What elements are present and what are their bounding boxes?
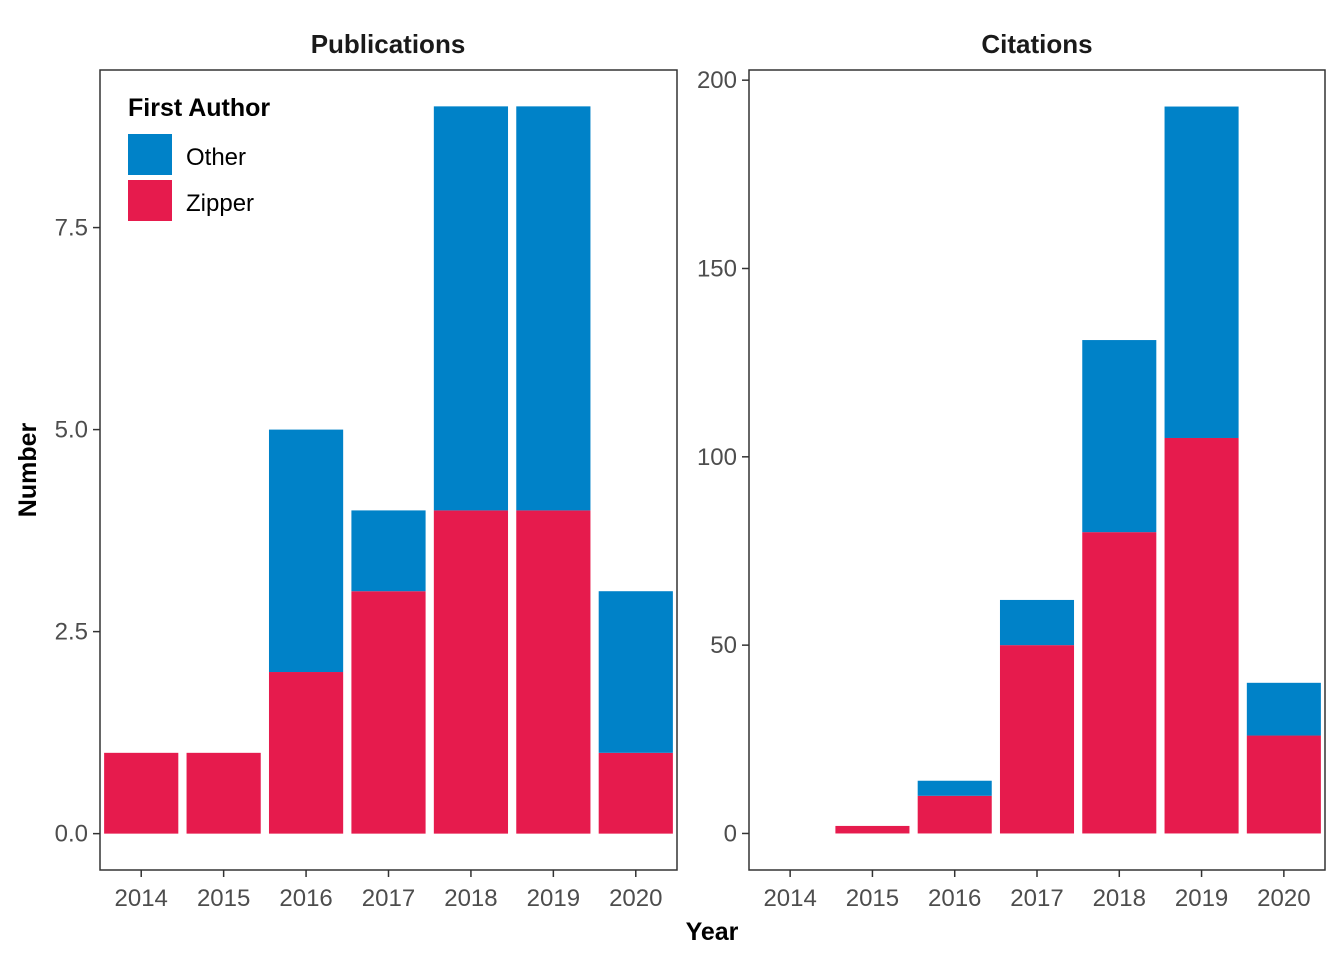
bar-other-2020 bbox=[598, 591, 673, 753]
bar-zipper-2015 bbox=[835, 825, 910, 834]
bar-other-2017 bbox=[999, 599, 1075, 646]
bar-other-2020 bbox=[1246, 682, 1321, 736]
x-tick-label: 2018 bbox=[1093, 885, 1146, 912]
bar-zipper-2014 bbox=[104, 752, 179, 834]
y-tick-label: 7.5 bbox=[55, 215, 88, 242]
x-tick-label: 2015 bbox=[846, 885, 899, 912]
x-tick-label: 2020 bbox=[1257, 885, 1310, 912]
bar-zipper-2018 bbox=[1082, 532, 1157, 834]
x-tick-label: 2015 bbox=[197, 885, 250, 912]
y-tick-label: 0 bbox=[724, 820, 737, 847]
x-tick-label: 2014 bbox=[115, 885, 168, 912]
legend-label-zipper: Zipper bbox=[186, 190, 254, 217]
bar-zipper-2019 bbox=[516, 510, 591, 834]
bar-zipper-2017 bbox=[351, 591, 426, 834]
publications-panel: 2014 2015 2016 2017 2018 2019 2020 0.0 2.5 5.0 7.5 bbox=[55, 106, 673, 912]
bar-zipper-2018 bbox=[433, 510, 509, 834]
x-tick-label: 2020 bbox=[609, 885, 662, 912]
bar-zipper-2017 bbox=[999, 645, 1075, 834]
x-tick-label: 2014 bbox=[763, 885, 816, 912]
bar-other-2019 bbox=[516, 106, 591, 511]
publications-panel-border bbox=[99, 69, 678, 871]
bar-zipper-2020 bbox=[1246, 735, 1321, 834]
x-tick-label: 2016 bbox=[928, 885, 981, 912]
legend: First Author Other Zipper bbox=[128, 94, 270, 221]
x-tick-label: 2018 bbox=[444, 885, 497, 912]
y-tick-label: 100 bbox=[697, 444, 737, 471]
bar-other-2016 bbox=[268, 429, 344, 673]
x-tick-label: 2016 bbox=[279, 885, 332, 912]
x-tick-label: 2017 bbox=[362, 885, 415, 912]
bar-zipper-2019 bbox=[1164, 437, 1239, 834]
bar-other-2019 bbox=[1164, 106, 1239, 438]
bar-other-2016 bbox=[917, 780, 992, 796]
y-tick-label: 50 bbox=[710, 632, 737, 659]
legend-title: First Author bbox=[128, 94, 270, 122]
bar-other-2017 bbox=[351, 510, 426, 592]
panel-title-publications: Publications bbox=[311, 29, 466, 59]
x-axis-title: Year bbox=[686, 918, 739, 946]
panel-title-citations: Citations bbox=[981, 29, 1092, 59]
bar-other-2018 bbox=[1082, 340, 1157, 533]
y-tick-label: 2.5 bbox=[55, 619, 88, 646]
bar-other-2018 bbox=[433, 106, 509, 511]
x-tick-label: 2017 bbox=[1010, 885, 1063, 912]
y-tick-label: 0.0 bbox=[55, 821, 88, 848]
y-tick-label: 5.0 bbox=[55, 417, 88, 444]
y-tick-label: 150 bbox=[697, 255, 737, 282]
legend-label-other: Other bbox=[186, 144, 246, 171]
bar-zipper-2016 bbox=[917, 795, 992, 834]
bar-zipper-2015 bbox=[186, 752, 261, 834]
bar-zipper-2020 bbox=[598, 752, 673, 834]
legend-swatch-other bbox=[128, 134, 172, 175]
y-axis-title: Number bbox=[14, 423, 42, 518]
x-tick-label: 2019 bbox=[1175, 885, 1228, 912]
bar-zipper-2016 bbox=[268, 672, 344, 834]
citations-panel: 2014 2015 2016 2017 2018 2019 2020 0 50 100 150 200 bbox=[697, 67, 1321, 912]
y-tick-label: 200 bbox=[697, 67, 737, 94]
citations-panel-border bbox=[748, 69, 1326, 871]
x-tick-label: 2019 bbox=[527, 885, 580, 912]
legend-swatch-zipper bbox=[128, 180, 172, 221]
